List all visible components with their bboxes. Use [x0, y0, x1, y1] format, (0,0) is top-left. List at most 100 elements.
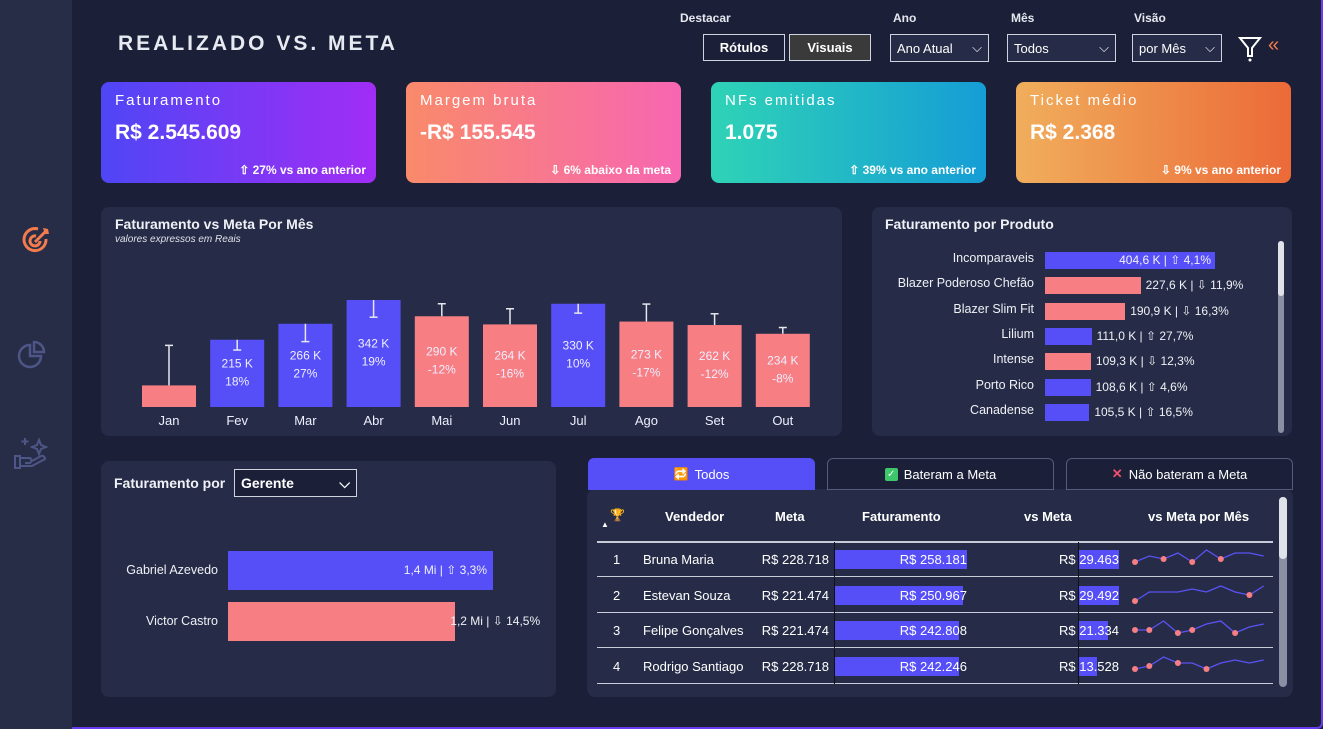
product-bar[interactable] [1045, 403, 1090, 421]
scrollbar[interactable] [1278, 241, 1284, 433]
value-label: 264 K [494, 349, 525, 363]
tab-todos[interactable]: 🔁 Todos [588, 458, 815, 490]
below-meta-dot [1203, 665, 1210, 672]
monthly-chart-subtitle: valores expressos em Reais [115, 234, 241, 245]
faturamento-bar [835, 621, 960, 640]
gerente-dropdown[interactable]: Gerente ⌵ [234, 469, 357, 497]
bar-Jan[interactable] [142, 385, 196, 407]
pct-label: 10% [566, 356, 590, 370]
below-meta-dot [1132, 665, 1138, 672]
chevron-down-icon: ⌵ [339, 474, 350, 491]
bar-Mai[interactable] [414, 316, 469, 407]
product-chart-title: Faturamento por Produto [885, 216, 1054, 232]
bar-Fev[interactable] [210, 339, 265, 407]
below-meta-dot [1217, 556, 1224, 562]
visao-dropdown[interactable]: por Mês ⌵ [1132, 34, 1222, 62]
tab-label: Todos [694, 466, 730, 482]
kpi-card: Faturamento R$ 2.545.609 ⇧ 27% vs ano ante… [101, 82, 376, 183]
chevron-down-icon: ⌵ [1099, 40, 1109, 55]
x-tick: Set [705, 413, 725, 428]
col-faturamento[interactable]: Faturamento [862, 509, 941, 524]
product-bar[interactable] [1045, 378, 1091, 396]
bar-Out[interactable] [755, 333, 810, 407]
check-icon: ✓ [884, 467, 898, 481]
table-scrollbar[interactable] [1279, 497, 1287, 687]
col-vs-meta-mes[interactable]: vs Meta por Mês [1148, 509, 1250, 524]
col-vs-meta[interactable]: vs Meta [1024, 509, 1072, 524]
bar-Jun[interactable] [483, 324, 537, 407]
kpi-title: Faturamento [115, 92, 223, 109]
product-bar[interactable] [1045, 327, 1092, 345]
kpi-sub: ⇧ 39% vs ano anterior [849, 163, 976, 177]
product-value: 190,9 K | ⇩ 16,3% [1130, 303, 1229, 318]
monthly-chart: Jan 215 K 18% Fev 266 K 27% Mar 342 K 19% Abr 290 … [142, 300, 810, 428]
gerente-value: Gerente [241, 475, 294, 491]
sparkline [1132, 549, 1264, 565]
double-chevron-left-icon[interactable]: « [1268, 34, 1280, 56]
product-value: 111,0 K | ⇧ 27,7% [1096, 328, 1194, 343]
product-bar[interactable] [1045, 252, 1215, 269]
bar-Jul[interactable] [551, 303, 606, 407]
rank: 3 [613, 623, 621, 638]
meta: R$ 228.718 [761, 552, 829, 567]
gerente-bar[interactable] [228, 551, 493, 590]
target-icon[interactable] [20, 225, 52, 257]
table-row[interactable]: 3 Felipe Gonçalves R$ 221.474 R$ 242.808… [597, 613, 1273, 648]
visuais-button[interactable]: Visuais [789, 34, 871, 61]
pct-label: 18% [225, 374, 249, 388]
pct-label: 19% [362, 355, 386, 369]
destacar-label: Destacar [680, 11, 731, 25]
col-vendedor[interactable]: Vendedor [665, 509, 725, 524]
x-tick: Jul [570, 413, 587, 428]
product-label: Blazer Poderoso Chefão [897, 276, 1034, 291]
product-value: 227,6 K | ⇩ 11,9% [1145, 278, 1244, 293]
kpi-card: Ticket médio R$ 2.368 ⇩ 9% vs ano anterior [1016, 82, 1291, 183]
tab-nao-bateram[interactable]: ✕ Não bateram a Meta [1066, 458, 1293, 490]
product-label: Blazer Slim Fit [953, 301, 1034, 316]
vs-meta: R$ 21.334 [1059, 623, 1119, 638]
kpi-sub: ⇩ 6% abaixo da meta [550, 163, 671, 177]
sort-asc-icon[interactable]: ▲ [601, 520, 609, 529]
product-value: 108,6 K | ⇧ 4,6% [1095, 379, 1188, 394]
below-meta-dot [1132, 627, 1138, 633]
product-bar[interactable] [1045, 277, 1141, 295]
kpi-card: Margem bruta -R$ 155.545 ⇩ 6% abaixo da me… [406, 82, 681, 183]
rotulos-button[interactable]: Rótulos [703, 34, 785, 61]
col-meta[interactable]: Meta [775, 509, 805, 524]
ano-dropdown[interactable]: Ano Atual ⌵ [890, 34, 989, 62]
meta: R$ 221.474 [761, 587, 829, 603]
faturamento: R$ 242.246 [899, 658, 967, 674]
meta: R$ 221.474 [761, 623, 829, 638]
canvas [72, 0, 1323, 729]
value-label: 290 K [426, 345, 457, 359]
table-row[interactable]: 1 Bruna Maria R$ 228.718 R$ 258.181 R$ 2… [597, 542, 1273, 577]
bar-Ago[interactable] [619, 321, 674, 407]
gerente-bar[interactable] [228, 602, 456, 641]
bar-Set[interactable] [687, 325, 742, 407]
below-meta-dot [1232, 630, 1239, 636]
divider [1078, 577, 1079, 613]
kpi-title: Margem bruta [420, 92, 538, 109]
ano-value: Ano Atual [897, 40, 953, 56]
kpi-title: Ticket médio [1030, 92, 1139, 109]
product-bar[interactable] [1045, 353, 1091, 371]
table-row[interactable]: 4 Rodrigo Santiago R$ 228.718 R$ 242.246… [597, 648, 1273, 684]
filter-icon[interactable] [1238, 36, 1262, 62]
kpi-title: NFs emitidas [725, 92, 837, 109]
below-meta-dot [1189, 627, 1196, 633]
pie-chart-icon[interactable] [16, 339, 48, 371]
vendedor: Bruna Maria [643, 552, 714, 567]
product-bar[interactable] [1045, 302, 1126, 320]
mes-dropdown[interactable]: Todos ⌵ [1007, 34, 1116, 62]
pct-label: 27% [293, 366, 317, 380]
value-label: 273 K [631, 347, 662, 361]
faturamento-bar [835, 656, 959, 676]
table-row[interactable]: 2 Estevan Souza R$ 221.474 R$ 250.967 R$… [597, 577, 1273, 613]
vs-meta: R$ 13.528 [1059, 658, 1119, 674]
hand-sparkle-icon[interactable] [13, 436, 49, 470]
below-meta-dot [1146, 627, 1153, 633]
header-divider [597, 541, 1273, 543]
kpi-sub: ⇧ 27% vs ano anterior [239, 163, 366, 177]
divider [834, 613, 835, 648]
tab-bateram[interactable]: ✓ Bateram a Meta [827, 458, 1054, 490]
